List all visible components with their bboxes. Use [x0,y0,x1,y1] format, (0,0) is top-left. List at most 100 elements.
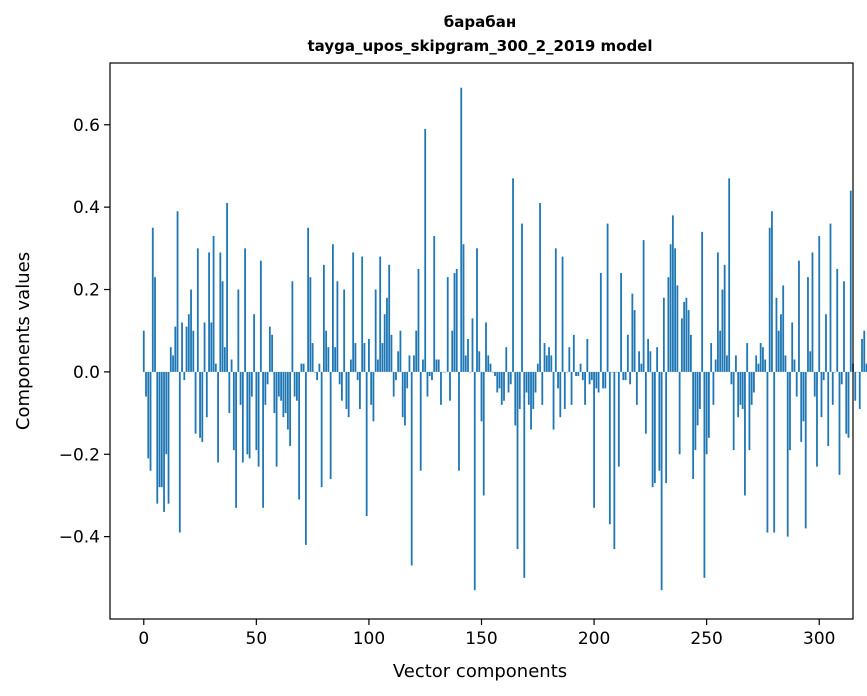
bar [827,371,830,447]
bar [241,371,244,463]
bar [192,330,195,372]
bar [676,285,679,372]
bar [782,285,785,372]
bar [658,371,661,471]
y-tick-label: 0.6 [73,116,100,136]
bar [764,359,767,372]
bar [595,371,598,389]
bar [309,277,312,372]
bar [451,330,454,372]
bar [822,371,825,381]
bar [717,252,719,372]
bar [525,371,528,393]
bar [615,371,618,373]
bar [581,371,584,381]
bar [390,334,393,372]
bar [858,371,861,409]
bar [674,248,677,372]
bar [802,371,805,422]
bar [843,281,845,372]
bar [476,248,478,372]
bar [509,371,512,385]
bar [635,371,638,405]
bar [426,371,429,397]
bar [167,371,170,504]
bar [368,338,370,372]
bar [701,231,704,372]
bar [142,330,145,372]
bar [728,178,731,372]
bar [338,371,341,385]
bar [273,371,276,414]
bar [289,371,292,447]
bar [798,260,800,372]
bar [491,371,494,373]
bar [379,256,382,372]
bar [250,371,253,397]
bar [660,371,663,591]
bar [223,347,226,372]
bar [154,277,156,372]
bar [739,371,742,405]
bar [719,330,722,372]
bar [530,371,532,430]
bar [383,314,386,372]
bar [235,371,237,508]
bar [744,371,746,496]
bar [302,363,305,372]
bar [277,371,280,397]
bar [374,289,377,372]
bar [494,371,496,377]
bar [784,355,787,372]
bar [665,371,668,484]
bar [593,371,595,508]
bar [793,359,796,372]
bar [264,371,267,405]
bar [210,322,213,372]
bar [228,371,231,414]
bar [183,371,186,381]
bar [820,371,823,418]
bar [669,244,672,372]
bar [780,314,782,372]
bar [417,268,420,372]
bar [633,310,636,372]
bar [696,371,699,426]
bar [181,322,183,372]
bar [818,235,821,372]
bar [714,359,717,372]
bar [464,355,467,372]
bar [631,293,634,372]
bar [579,363,582,372]
bar [757,363,760,372]
chart-subtitle: tayga_upos_skipgram_300_2_2019 model [308,37,653,55]
bar [568,347,571,372]
bar [286,371,289,430]
bar [813,371,816,397]
bar [766,371,769,533]
bar [791,322,794,372]
bar [507,371,510,393]
bar [266,371,269,385]
bar [539,203,541,372]
bar [422,359,424,372]
bar [298,371,301,500]
bar [845,371,848,434]
bar [584,371,586,405]
bar [667,277,670,372]
bar [608,371,611,525]
bar [829,223,832,372]
bar [653,371,656,484]
bar [158,371,161,488]
bar [280,371,283,401]
x-tick-label: 150 [465,629,497,649]
bar [187,314,190,372]
bar [712,371,715,405]
bar [543,343,546,372]
bar [741,371,744,409]
bar [620,273,622,372]
bar [566,371,568,373]
bar [377,359,379,372]
x-tick-label: 250 [690,629,722,649]
bar [536,363,539,372]
